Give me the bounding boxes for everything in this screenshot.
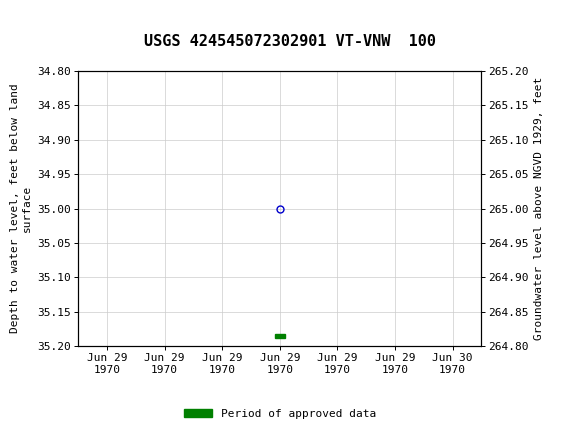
Y-axis label: Depth to water level, feet below land
surface: Depth to water level, feet below land su… [10,84,32,333]
Text: USGS 424545072302901 VT-VNW  100: USGS 424545072302901 VT-VNW 100 [144,34,436,49]
Legend: Period of approved data: Period of approved data [179,404,380,423]
Bar [275,334,285,338]
Y-axis label: Groundwater level above NGVD 1929, feet: Groundwater level above NGVD 1929, feet [534,77,545,340]
Text: USGS: USGS [38,11,78,29]
